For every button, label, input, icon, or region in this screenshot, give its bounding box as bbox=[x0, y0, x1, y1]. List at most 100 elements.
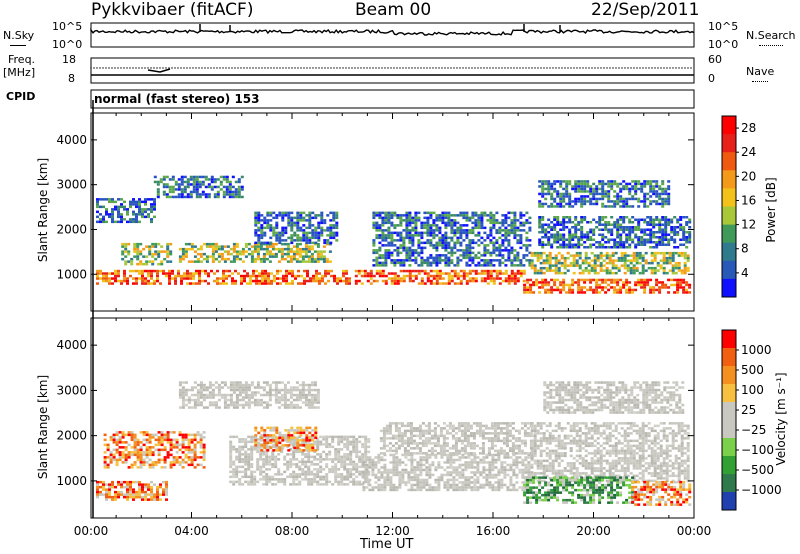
heatmap-cell bbox=[610, 238, 614, 241]
heatmap-cell bbox=[342, 272, 345, 275]
heatmap-cell bbox=[574, 223, 578, 226]
heatmap-cell bbox=[625, 291, 629, 294]
heatmap-cell bbox=[417, 269, 421, 273]
heatmap-cell bbox=[225, 277, 228, 280]
heatmap-cell bbox=[294, 277, 297, 280]
heatmap-cell bbox=[322, 458, 326, 461]
nave-point bbox=[582, 67, 584, 69]
heatmap-cell bbox=[325, 242, 329, 246]
heatmap-cell bbox=[240, 195, 244, 199]
heatmap-cell bbox=[343, 435, 347, 439]
heatmap-cell bbox=[631, 221, 635, 224]
heatmap-cell bbox=[381, 224, 385, 227]
heatmap-cell bbox=[638, 271, 642, 275]
heatmap-cell bbox=[273, 274, 276, 278]
heatmap-cell bbox=[507, 241, 511, 245]
heatmap-cell bbox=[235, 435, 239, 439]
heatmap-cell bbox=[268, 260, 272, 263]
heatmap-cell bbox=[619, 241, 623, 244]
heatmap-cell bbox=[589, 246, 593, 249]
heatmap-cell bbox=[474, 269, 478, 273]
nave-point bbox=[222, 67, 224, 69]
heatmap-cell bbox=[199, 383, 203, 387]
heatmap-cell bbox=[408, 219, 412, 222]
heatmap-cell bbox=[183, 195, 187, 199]
heatmap-cell bbox=[289, 483, 293, 486]
heatmap-cell bbox=[235, 257, 239, 261]
heatmap-cell bbox=[447, 256, 451, 260]
heatmap-cell bbox=[330, 269, 333, 273]
heatmap-cell bbox=[308, 216, 312, 220]
heatmap-cell bbox=[355, 455, 359, 459]
heatmap-cell bbox=[414, 224, 418, 227]
heatmap-cell bbox=[96, 200, 99, 204]
heatmap-cell bbox=[307, 260, 311, 263]
heatmap-cell bbox=[250, 440, 254, 444]
heatmap-cell bbox=[465, 236, 469, 240]
heatmap-cell bbox=[637, 238, 641, 241]
heatmap-cell bbox=[310, 396, 314, 399]
heatmap-cell bbox=[483, 211, 487, 215]
heatmap-cell bbox=[580, 233, 584, 236]
heatmap-cell bbox=[420, 221, 424, 225]
heatmap-cell bbox=[673, 228, 677, 231]
heatmap-cell bbox=[432, 282, 436, 285]
heatmap-cell bbox=[309, 277, 312, 280]
heatmap-cell bbox=[298, 391, 302, 394]
heatmap-cell bbox=[305, 241, 309, 245]
heatmap-cell bbox=[399, 277, 403, 280]
heatmap-cell bbox=[390, 221, 394, 225]
heatmap-cell bbox=[156, 274, 159, 278]
heatmap-cell bbox=[405, 259, 409, 262]
heatmap-cell bbox=[136, 242, 140, 246]
heatmap-cell bbox=[408, 246, 412, 250]
heatmap-cell bbox=[465, 229, 469, 232]
heatmap-cell bbox=[290, 219, 294, 222]
heatmap-cell bbox=[232, 468, 236, 471]
heatmap-cell bbox=[465, 234, 469, 237]
heatmap-cell bbox=[313, 463, 317, 466]
heatmap-cell bbox=[250, 478, 254, 481]
heatmap-cell bbox=[592, 187, 596, 191]
heatmap-cell bbox=[456, 226, 460, 230]
heatmap-cell bbox=[280, 247, 284, 251]
heatmap-cell bbox=[96, 485, 99, 489]
nave-point bbox=[567, 67, 569, 69]
heatmap-cell bbox=[617, 256, 621, 260]
heatmap-cell bbox=[447, 214, 451, 217]
heatmap-cell bbox=[284, 229, 288, 232]
heatmap-cell bbox=[438, 214, 442, 217]
heatmap-cell bbox=[586, 190, 590, 193]
heatmap-cell bbox=[247, 401, 251, 404]
heatmap-cell bbox=[256, 458, 260, 461]
nsearch-tick-bottom: 10^0 bbox=[708, 38, 739, 51]
heatmap-cell bbox=[453, 219, 457, 222]
heatmap-cell bbox=[288, 272, 291, 275]
heatmap-cell bbox=[510, 259, 514, 262]
heatmap-cell bbox=[429, 214, 433, 217]
heatmap-cell bbox=[498, 231, 502, 235]
heatmap-cell bbox=[153, 205, 156, 209]
heatmap-cell bbox=[262, 401, 266, 404]
heatmap-cell bbox=[157, 448, 161, 452]
heatmap-cell bbox=[160, 438, 164, 442]
heatmap-cell bbox=[286, 250, 290, 253]
heatmap-cell bbox=[580, 288, 584, 292]
heatmap-cell bbox=[565, 216, 569, 219]
nave-point bbox=[426, 67, 428, 69]
heatmap-cell bbox=[307, 398, 311, 402]
heatmap-cell bbox=[599, 266, 603, 270]
heatmap-cell bbox=[316, 396, 320, 399]
heatmap-cell bbox=[195, 178, 199, 181]
heatmap-cell bbox=[127, 260, 131, 263]
nave-point bbox=[258, 67, 260, 69]
nave-point bbox=[321, 67, 323, 69]
heatmap-cell bbox=[262, 255, 266, 258]
heatmap-cell bbox=[360, 282, 364, 285]
heatmap-cell bbox=[550, 291, 554, 294]
heatmap-cell bbox=[229, 247, 233, 251]
heatmap-cell bbox=[292, 473, 296, 476]
heatmap-cell bbox=[468, 229, 472, 232]
heatmap-cell bbox=[474, 221, 478, 225]
heatmap-cell bbox=[307, 257, 311, 261]
